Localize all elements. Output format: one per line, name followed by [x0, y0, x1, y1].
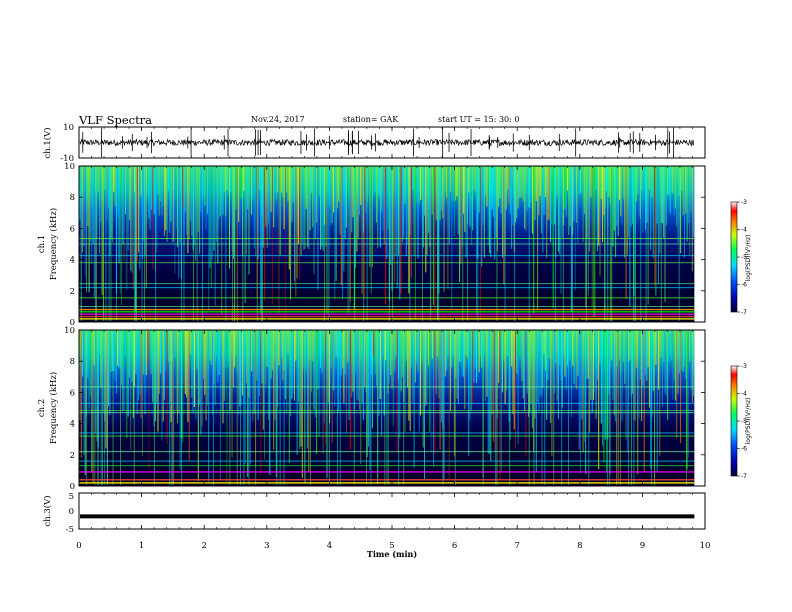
colorbar-tick-label: -5 [741, 418, 747, 425]
y-tick-label: 10 [64, 326, 75, 336]
ch1-frequency-ylabel: Frequency (kHz) [48, 208, 59, 280]
colorbar-tick-label: -6 [741, 282, 747, 289]
ch2-colorbar-label: log(PSD)(V²/Hz) [745, 398, 752, 445]
ch1-spectrogram-panel: ch.1 Frequency (kHz) 0 2 4 6 8 10 [37, 162, 706, 328]
y-tick-label: 0 [70, 318, 75, 328]
ch3-ytick-0: 0 [69, 507, 74, 517]
ch2-frequency-ylabel: Frequency (kHz) [48, 372, 59, 444]
x-tick-label: 10 [700, 541, 711, 551]
ch3-waveform-ylabel: ch.3(V) [42, 495, 53, 526]
colorbar-tick-label: -7 [741, 309, 747, 316]
ch2-spectrogram-image [79, 330, 695, 486]
y-tick-label: 8 [70, 357, 75, 367]
y-tick-label: 0 [70, 482, 75, 492]
x-tick-label: 2 [201, 541, 206, 551]
y-tick-label: 2 [70, 287, 75, 297]
ch2-colorbar: -3 -4 -5 -6 -7 log(PSD)(V²/Hz) [730, 363, 752, 480]
date-label: Nov.24, 2017 [251, 115, 305, 124]
ch1-waveform-panel: 10 -10 ch.1(V) [42, 123, 706, 164]
x-axis: 0 1 2 3 4 5 6 7 8 9 10 [76, 127, 710, 551]
ch1-colorbar: -3 -4 -5 -6 -7 log(PSD)(V²/Hz) [730, 199, 752, 316]
x-tick-label: 1 [139, 541, 144, 551]
ch3-ytick-neg5: -5 [66, 525, 74, 535]
y-tick-label: 6 [70, 224, 75, 234]
x-tick-label: 9 [640, 541, 645, 551]
x-axis-label: Time (min) [367, 549, 417, 559]
colorbar-tick-label: -3 [741, 199, 747, 206]
colorbar-tick-label: -5 [741, 254, 747, 261]
y-tick-label: 4 [70, 420, 75, 430]
page-title: VLF Spectra [79, 113, 153, 127]
ch3-waveform-frame [78, 492, 706, 530]
y-tick-label: 8 [70, 193, 75, 203]
start-time-label: start UT = 15: 30: 0 [438, 115, 520, 124]
x-tick-label: 8 [577, 541, 582, 551]
colorbar-tick-label: -4 [741, 227, 747, 234]
x-tick-label: 0 [76, 541, 81, 551]
x-tick-label: 7 [514, 541, 519, 551]
x-tick-label: 6 [452, 541, 457, 551]
x-tick-label: 3 [264, 541, 269, 551]
ch1-colorbar-gradient [730, 201, 738, 313]
ch2-colorbar-gradient [730, 365, 738, 477]
colorbar-tick-label: -4 [741, 391, 747, 398]
ch1-channel-label: ch.1 [37, 235, 47, 253]
colorbar-tick-label: -6 [741, 446, 747, 453]
ch2-channel-label: ch.2 [37, 399, 47, 417]
ch1-waveform-line [79, 138, 695, 147]
y-tick-label: 10 [64, 162, 75, 172]
y-tick-label: 6 [70, 388, 75, 398]
ch1-waveform-ylabel: ch.1(V) [42, 127, 53, 158]
colorbar-tick-label: -7 [741, 473, 747, 480]
station-label: station= GAK [343, 115, 399, 124]
ch1-colorbar-label: log(PSD)(V²/Hz) [745, 235, 752, 282]
ch1-ytick-neg10: -10 [60, 154, 74, 164]
x-tick-label: 5 [389, 541, 394, 551]
ch3-ytick-5: 5 [69, 492, 74, 502]
ch1-ytick-10: 10 [63, 123, 74, 133]
y-tick-label: 4 [70, 256, 75, 266]
ch2-spectrogram-panel: ch.2 Frequency (kHz) 0 2 4 6 8 10 [37, 326, 706, 492]
colorbar-tick-label: -3 [741, 363, 747, 370]
ch1-spectrogram-image [79, 166, 695, 322]
ch1-waveform-trace [79, 127, 695, 158]
x-tick-label: 4 [327, 541, 332, 551]
y-tick-label: 2 [70, 451, 75, 461]
